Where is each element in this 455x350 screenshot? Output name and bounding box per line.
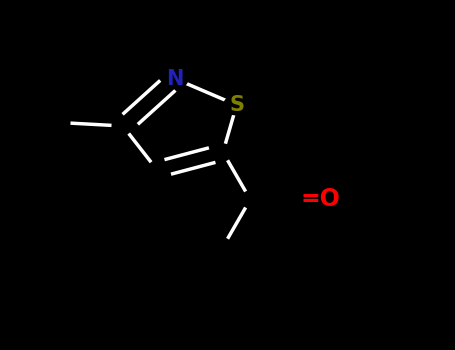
Circle shape <box>162 69 188 89</box>
Circle shape <box>224 95 249 115</box>
Text: S: S <box>229 95 244 115</box>
Text: =O: =O <box>300 188 340 211</box>
Text: N: N <box>167 69 184 89</box>
